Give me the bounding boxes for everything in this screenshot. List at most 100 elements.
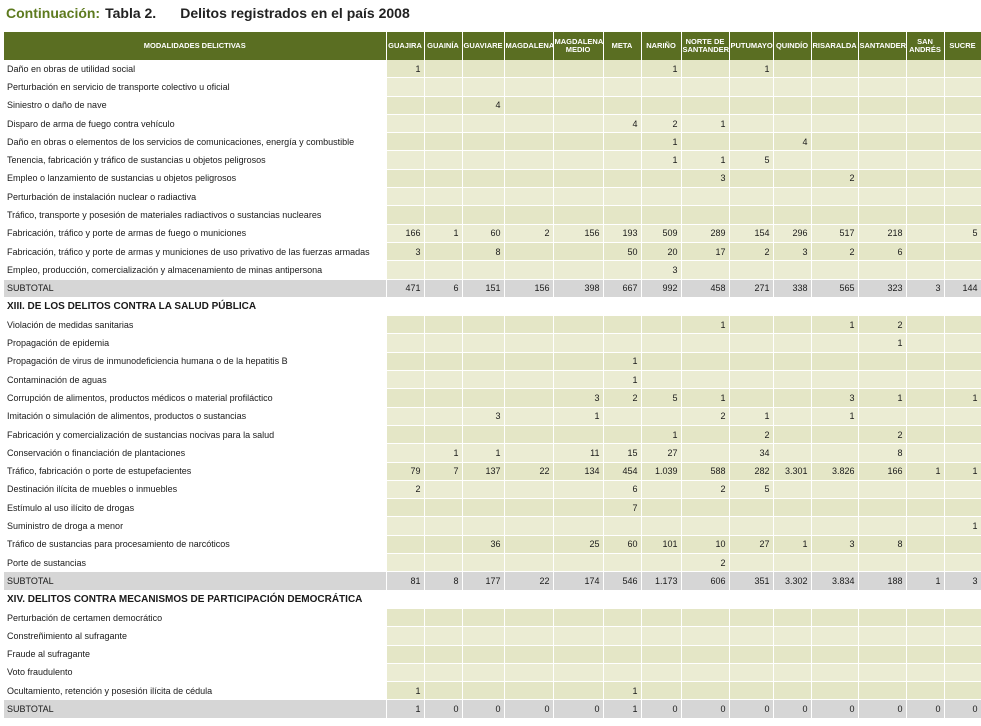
value-cell [386, 169, 425, 189]
value-cell [462, 150, 505, 170]
value-cell [773, 96, 812, 115]
value-cell [858, 114, 907, 134]
value-cell [681, 608, 730, 628]
value-cell [944, 608, 981, 628]
value-cell [729, 77, 774, 97]
value-cell [944, 187, 981, 207]
value-cell: 1 [729, 407, 774, 426]
table-row: Voto fraudulento [4, 663, 981, 683]
value-cell [424, 425, 463, 445]
crime-label: Contaminación de aguas [4, 370, 387, 390]
table-row: Fabricación, tráfico y porte de armas de… [4, 224, 981, 243]
value-cell [424, 260, 463, 280]
value-cell: 34 [729, 443, 774, 463]
table-row: Daño en obras o elementos de los servici… [4, 132, 981, 152]
value-cell [811, 425, 859, 445]
value-cell [603, 516, 642, 536]
value-cell [729, 205, 774, 225]
table-body: Daño en obras de utilidad social 1 1 1 Pertu… [4, 60, 981, 719]
value-cell: 3 [641, 260, 682, 280]
value-cell [811, 480, 859, 500]
section-heading-row: XIV. DELITOS CONTRA MECANISMOS DE PARTIC… [4, 590, 981, 609]
value-cell: 3.301 [773, 462, 812, 481]
table-row: Ocultamiento, retención y posesión ilíci… [4, 681, 981, 701]
value-cell [906, 352, 945, 372]
value-cell [858, 645, 907, 664]
value-cell [386, 260, 425, 280]
value-cell [681, 443, 730, 463]
value-cell [773, 370, 812, 390]
value-cell [504, 60, 554, 79]
value-cell [681, 60, 730, 79]
value-cell: 1 [681, 150, 730, 170]
value-cell [553, 260, 604, 280]
column-header-region: SANTANDER [858, 32, 907, 60]
value-cell [729, 608, 774, 628]
value-cell: 271 [729, 279, 774, 298]
value-cell [424, 242, 463, 262]
value-cell [944, 645, 981, 664]
value-cell [729, 96, 774, 115]
value-cell [386, 370, 425, 390]
value-cell [811, 498, 859, 518]
crime-label: Siniestro o daño de nave [4, 96, 387, 115]
value-cell [906, 645, 945, 664]
value-cell: 1 [641, 60, 682, 79]
value-cell: 6 [858, 242, 907, 262]
value-cell: 1 [858, 333, 907, 353]
value-cell [603, 663, 642, 683]
value-cell [906, 242, 945, 262]
value-cell: 156 [553, 224, 604, 243]
value-cell [773, 205, 812, 225]
crime-label: Constreñimiento al sufragante [4, 626, 387, 646]
value-cell: 8 [858, 443, 907, 463]
crime-label: Suministro de droga a menor [4, 516, 387, 536]
value-cell [641, 352, 682, 372]
value-cell [504, 352, 554, 372]
value-cell: 193 [603, 224, 642, 243]
crime-label: Tráfico, transporte y posesión de materi… [4, 205, 387, 225]
table-row: Conservación o financiación de plantacio… [4, 443, 981, 463]
value-cell: 0 [462, 699, 505, 719]
value-cell: 3 [681, 169, 730, 189]
crime-label: Conservación o financiación de plantacio… [4, 443, 387, 463]
value-cell [681, 187, 730, 207]
value-cell [603, 187, 642, 207]
value-cell [944, 681, 981, 701]
value-cell [462, 388, 505, 408]
value-cell [504, 535, 554, 555]
value-cell [944, 260, 981, 280]
value-cell: 7 [603, 498, 642, 518]
value-cell: 1 [944, 462, 981, 481]
column-header-region: RISARALDA [811, 32, 859, 60]
value-cell: 166 [386, 224, 425, 243]
value-cell: 0 [773, 699, 812, 719]
value-cell: 1 [944, 388, 981, 408]
value-cell [906, 370, 945, 390]
value-cell [773, 77, 812, 97]
value-cell: 296 [773, 224, 812, 243]
value-cell: 458 [681, 279, 730, 298]
value-cell [729, 169, 774, 189]
value-cell [553, 516, 604, 536]
value-cell [504, 553, 554, 573]
value-cell [462, 608, 505, 628]
value-cell [811, 608, 859, 628]
value-cell [641, 681, 682, 701]
table-row: Tenencia, fabricación y tráfico de susta… [4, 150, 981, 170]
value-cell [858, 132, 907, 152]
value-cell [504, 114, 554, 134]
value-cell: 11 [553, 443, 604, 463]
value-cell [906, 150, 945, 170]
value-cell [424, 114, 463, 134]
value-cell [424, 96, 463, 115]
value-cell [553, 150, 604, 170]
value-cell [811, 553, 859, 573]
value-cell [773, 333, 812, 353]
value-cell [603, 150, 642, 170]
value-cell: 6 [603, 480, 642, 500]
value-cell: 5 [944, 224, 981, 243]
value-cell [858, 205, 907, 225]
value-cell [906, 96, 945, 115]
title-continuation: Continuación: [6, 5, 101, 21]
